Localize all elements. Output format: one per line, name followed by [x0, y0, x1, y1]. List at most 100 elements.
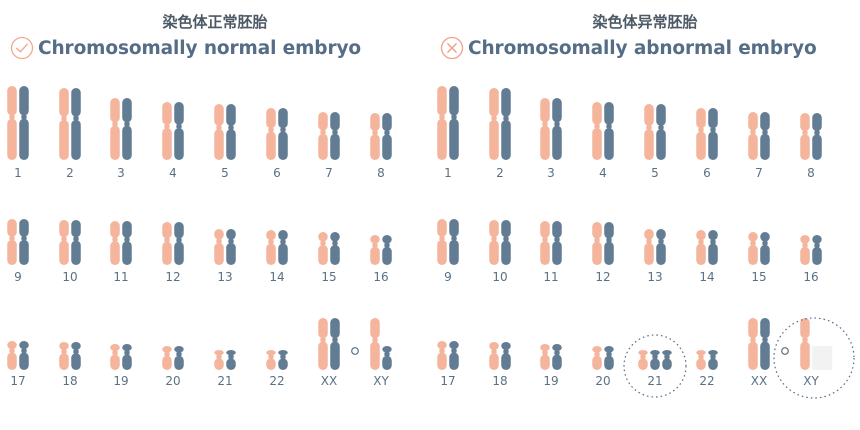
chromosome-pair-14 [266, 230, 288, 265]
centromere [61, 236, 67, 242]
chromosome-pair-19 [540, 344, 562, 370]
chromosome-paternal-p-arm [662, 350, 672, 356]
chromosome-maternal-q-arm [800, 246, 810, 265]
centromere [73, 116, 79, 121]
centromere [710, 239, 716, 245]
chromosome-pair-2 [59, 88, 81, 160]
centromere [658, 239, 664, 244]
centromere [176, 351, 182, 357]
chromosome-pair-18 [489, 342, 511, 370]
chromosome-pair-4 [162, 102, 184, 160]
chromosome-maternal-q-arm [59, 119, 69, 160]
chromosome-pair-16 [800, 235, 822, 265]
chromosome-paternal-p-arm [656, 229, 666, 240]
chromosome-paternal-q-arm [708, 131, 718, 160]
centromere [606, 237, 612, 243]
chromosome-maternal-p-arm [110, 98, 120, 123]
centromere [658, 125, 664, 130]
abnormal-title-cn: 染色体异常胚胎 [592, 13, 698, 31]
chromosome-maternal-q-arm [370, 341, 380, 370]
chromosome-maternal-p-arm [489, 88, 499, 117]
centromere [112, 237, 118, 242]
chromosome-label: 7 [755, 166, 763, 180]
chromosome-paternal-p-arm [812, 235, 822, 244]
centromere [73, 349, 79, 354]
chromosome-paternal-q-arm [19, 239, 29, 265]
chromosome-maternal-q-arm [638, 358, 648, 370]
chromosome-pair-14 [696, 230, 718, 265]
centromere [124, 121, 130, 127]
chromosome-maternal-p-arm [59, 88, 69, 117]
chromosome-label: 1 [14, 166, 22, 180]
centromere [439, 348, 445, 354]
chromosome-maternal-p-arm [266, 108, 276, 129]
chromosome-maternal-q-arm [7, 239, 17, 265]
centromere [164, 351, 170, 357]
chromosome-paternal-q-arm [449, 239, 459, 265]
abnormal-title-en: Chromosomally abnormal embryo [468, 37, 817, 59]
chromosome-maternal-p-arm [696, 350, 706, 356]
chromosome-maternal-q-arm [110, 354, 120, 370]
chromosome-maternal-q-arm [214, 242, 224, 265]
centromere [228, 239, 234, 244]
chromosome-pair-21 [623, 334, 687, 398]
chromosome-paternal-q-arm [812, 134, 822, 160]
centromere [268, 354, 274, 359]
chromosome-maternal-p-arm [800, 318, 810, 339]
chromosome-paternal-q-arm [122, 241, 132, 265]
chromosome-paternal-p-arm [330, 318, 340, 339]
chromosome-paternal-p-arm [708, 108, 718, 129]
chromosome-maternal-q-arm [214, 358, 224, 370]
chromosome-maternal-p-arm [162, 222, 172, 239]
chromosome-maternal-p-arm [318, 112, 328, 131]
chromosome-paternal-p-arm [330, 232, 340, 242]
chromosome-label: 21 [217, 374, 233, 388]
chromosome-pair-5 [214, 104, 236, 160]
chromosome-label: 19 [543, 374, 559, 388]
chromosome-paternal-p-arm [449, 86, 459, 116]
chromosome-label: 9 [444, 270, 452, 284]
centromere [61, 116, 67, 121]
chromosome-maternal-q-arm [748, 133, 758, 160]
chromosome-paternal-p-arm [552, 221, 562, 238]
chromosome-label: 18 [62, 374, 78, 388]
chromosome-pair-22 [266, 350, 288, 370]
chromosome-maternal-q-arm [437, 239, 447, 265]
chromosome-maternal-p-arm [370, 113, 380, 132]
chromosome-maternal-q-arm [800, 134, 810, 160]
chromosome-paternal-q-arm [552, 354, 562, 370]
centromere [176, 124, 182, 129]
chromosome-label: 16 [803, 270, 819, 284]
chromosome-maternal-q-arm [540, 241, 550, 265]
chromosome-label: 8 [807, 166, 815, 180]
chromosome-pair-XX [318, 318, 340, 370]
centromere [698, 239, 704, 245]
chromosome-label: XY [373, 374, 389, 388]
chromosome-paternal-q-arm [708, 358, 718, 370]
centromere [320, 129, 326, 135]
chromosome-maternal-q-arm [59, 353, 69, 370]
centromere [594, 237, 600, 243]
centromere [228, 354, 234, 359]
centromere [664, 354, 670, 359]
chromosome-paternal-p-arm [708, 230, 718, 241]
chromosome-paternal-q-arm [656, 129, 666, 160]
chromosome-paternal-p-arm [382, 113, 392, 132]
chromosome-paternal-p-arm [19, 219, 29, 237]
centromere [750, 241, 756, 246]
chromosome-paternal-p-arm [71, 220, 81, 238]
abnormality-highlight-circle [773, 317, 855, 399]
centromere [112, 121, 118, 127]
centromere [802, 243, 808, 248]
chromosome-pair-8 [800, 113, 822, 160]
chromosome-label: 15 [321, 270, 337, 284]
chromosome-maternal-p-arm [266, 350, 276, 356]
chromosome-maternal-p-arm [214, 104, 224, 126]
chromosome-label: 4 [599, 166, 607, 180]
chromosome-label: 12 [165, 270, 181, 284]
centromere [332, 241, 338, 246]
chromosome-paternal-q-arm [330, 341, 340, 370]
chromosome-maternal-p-arm [748, 232, 758, 242]
chromosome-maternal-q-arm [162, 355, 172, 370]
